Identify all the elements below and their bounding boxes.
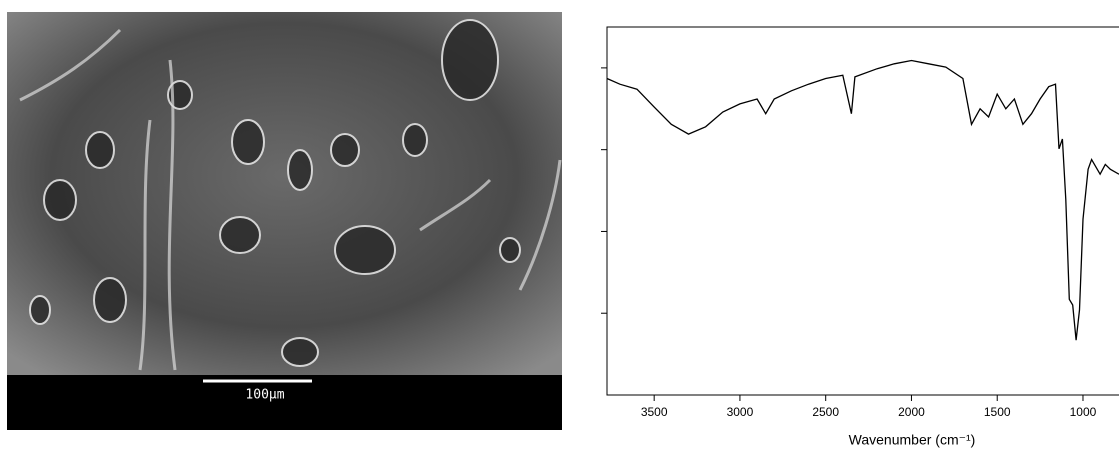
- scale-band: [7, 375, 562, 430]
- x-tick-label: 2000: [898, 405, 925, 419]
- spectrum-line: [606, 59, 1119, 341]
- x-tick-label: 2500: [812, 405, 839, 419]
- x-tick-label: 3000: [727, 405, 754, 419]
- sem-image: 100µm: [7, 12, 562, 430]
- scale-bar-label: 100µm: [245, 388, 284, 403]
- x-tick-label: 3500: [641, 405, 668, 419]
- x-axis-label: Wavenumber (cm⁻¹): [849, 432, 976, 448]
- sem-pores: [29, 19, 521, 367]
- spectrum-chart: Wavenumber (cm⁻¹) 3500 3000 2500 2000 1500 10…: [601, 26, 1119, 448]
- sem-ridges: [19, 28, 562, 371]
- x-tick-label: 1500: [984, 405, 1011, 419]
- x-tick-label: 1000: [1070, 405, 1097, 419]
- plot-frame: [606, 26, 1119, 396]
